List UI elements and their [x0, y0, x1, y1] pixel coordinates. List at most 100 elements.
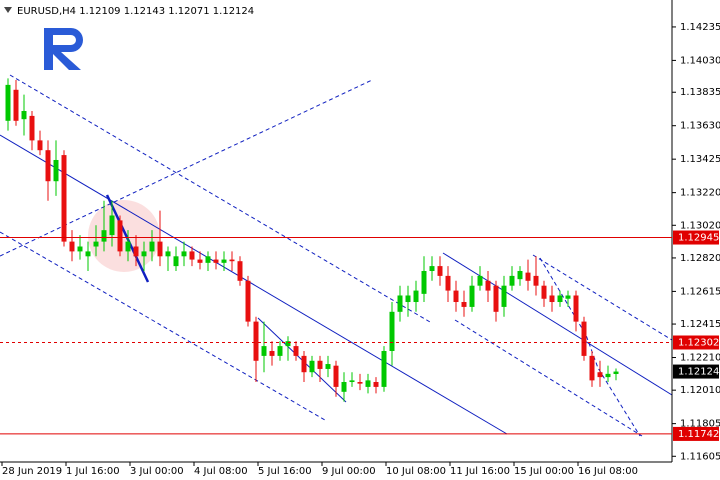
y-tick-label: 1.12210	[680, 353, 720, 364]
last-price-label: 1.12124	[678, 367, 719, 378]
candle-body	[301, 355, 307, 373]
candle-body	[197, 259, 203, 263]
candle-body	[573, 295, 579, 322]
candle-body	[173, 256, 179, 267]
candle-body	[221, 259, 227, 263]
trend-line	[454, 319, 643, 437]
candle-body	[509, 275, 515, 286]
y-tick-label: 1.13630	[680, 121, 720, 132]
candle-body	[373, 382, 379, 387]
candle-body	[581, 321, 587, 356]
candle-body	[61, 155, 67, 242]
candle-body	[357, 382, 363, 384]
candle-body	[77, 246, 83, 252]
level-label: 1.12945	[678, 233, 719, 244]
candle-body	[277, 346, 283, 356]
x-tick-label: 11 Jul 16:00	[450, 466, 510, 477]
level-label: 1.12302	[678, 338, 719, 349]
candle-body	[421, 270, 427, 294]
candle-body	[605, 373, 611, 378]
y-tick-label: 1.11805	[680, 419, 720, 430]
candle-body	[389, 311, 395, 351]
level-label: 1.11742	[678, 429, 719, 440]
candle-body	[261, 346, 267, 356]
candle-body	[285, 341, 291, 347]
candle-body	[93, 241, 99, 247]
level-label-box	[673, 230, 719, 245]
candle-body	[309, 360, 315, 373]
candle-body	[517, 270, 523, 280]
candle-body	[229, 259, 235, 262]
candle-body	[397, 295, 403, 312]
x-tick-label: 1 Jul 16:00	[66, 466, 120, 477]
level-label-box	[673, 335, 719, 350]
candle-body	[21, 111, 27, 120]
x-tick-label: 16 Jul 08:00	[578, 466, 638, 477]
y-tick-label: 1.13835	[680, 87, 720, 98]
x-tick-label: 9 Jul 00:00	[322, 466, 376, 477]
candle-body	[461, 302, 467, 307]
candle-body	[133, 246, 139, 257]
candle-body	[613, 371, 619, 375]
candle-body	[37, 140, 43, 151]
candle-body	[237, 261, 243, 281]
trend-line	[9, 74, 431, 323]
candle-body	[101, 230, 107, 242]
candle-body	[349, 380, 355, 383]
level-label-box	[673, 426, 719, 441]
candle-body	[149, 241, 155, 252]
candle-body	[325, 364, 331, 369]
candle-body	[125, 241, 131, 252]
x-tick-label: 3 Jul 00:00	[130, 466, 184, 477]
candle-body	[317, 360, 323, 369]
candle-body	[365, 380, 371, 387]
candle-body	[293, 346, 299, 356]
chart-title: EURUSD,H4 1.12109 1.12143 1.12071 1.1212…	[17, 6, 254, 17]
candle-body	[109, 215, 115, 236]
candle-body	[405, 295, 411, 303]
candle-body	[445, 275, 451, 291]
candle-body	[437, 266, 443, 276]
candle-body	[469, 285, 475, 307]
candle-body	[141, 251, 147, 257]
y-tick-label: 1.12415	[680, 319, 720, 330]
y-tick-label: 1.12010	[680, 385, 720, 396]
candle-body	[45, 150, 51, 182]
x-tick-label: 15 Jul 00:00	[514, 466, 574, 477]
candle-body	[117, 220, 123, 252]
last-price-box	[673, 364, 719, 379]
candle-body	[213, 259, 219, 263]
candle-body	[597, 372, 603, 378]
x-tick-label: 28 Jun 2019	[2, 466, 62, 477]
candle-body	[413, 290, 419, 303]
x-tick-label: 10 Jul 08:00	[386, 466, 446, 477]
candle-body	[253, 321, 259, 361]
candle-body	[157, 241, 163, 257]
candle-body	[205, 256, 211, 263]
candle-body	[477, 275, 483, 286]
candle-body	[429, 266, 435, 271]
trend-line	[532, 254, 673, 341]
candle-body	[493, 285, 499, 312]
candle-body	[541, 285, 547, 299]
candle-body	[557, 295, 563, 303]
trend-line	[0, 134, 508, 435]
candle-body	[485, 280, 491, 291]
candle-body	[245, 280, 251, 322]
logo	[44, 28, 83, 70]
trend-line	[0, 79, 373, 257]
y-tick-label: 1.12615	[680, 286, 720, 297]
candle-body	[589, 355, 595, 381]
candle-body	[501, 285, 507, 307]
candle-body	[181, 251, 187, 257]
candle-body	[13, 89, 19, 121]
candle-body	[525, 272, 531, 281]
candle-body	[5, 84, 11, 121]
y-tick-label: 1.13220	[680, 188, 720, 199]
y-tick-label: 1.13020	[680, 220, 720, 231]
candle-body	[333, 365, 339, 387]
title-icon	[4, 7, 12, 13]
candle-body	[269, 350, 275, 356]
y-tick-label: 1.11605	[680, 451, 720, 462]
